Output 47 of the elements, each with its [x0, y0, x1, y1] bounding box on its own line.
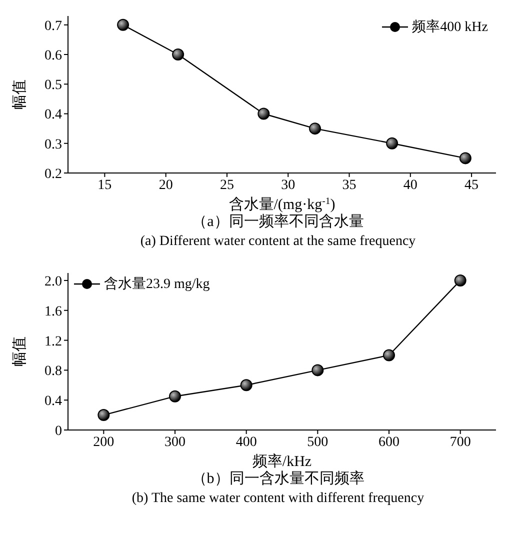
- x-tick-label: 600: [378, 434, 400, 450]
- point: [98, 409, 110, 422]
- x-tick-label: 20: [158, 178, 173, 193]
- point: [459, 152, 472, 164]
- point: [312, 364, 324, 376]
- x-tick-label: 30: [281, 178, 296, 193]
- point: [240, 379, 252, 392]
- point: [117, 18, 130, 31]
- x-axis-title: 含水量/(mg·kg$^{-1}$): [228, 196, 336, 213]
- y-tick-label: 0.2: [44, 166, 62, 182]
- point: [258, 108, 270, 120]
- x-tick-label: 300: [164, 434, 186, 450]
- x-tick-label: 200: [93, 434, 114, 450]
- x-tick-label: 40: [403, 178, 418, 193]
- point: [454, 274, 466, 286]
- point: [386, 137, 398, 150]
- legend-label: 频率400 kHz: [412, 18, 488, 36]
- text: （a）同一频率不同含水量: [191, 213, 365, 232]
- y-tick-label: 0: [55, 424, 62, 439]
- legend-label: 含水量23.9 mg/kg: [104, 276, 210, 293]
- y-tick-label: 0.3: [44, 137, 62, 152]
- point: [383, 349, 395, 362]
- y-tick-label: 0.4: [44, 394, 62, 410]
- y-tick-label: 0.8: [44, 364, 62, 380]
- x-tick-label: 400: [236, 434, 257, 450]
- point: [172, 48, 184, 61]
- x-axis-title: 频率/kHz: [252, 453, 312, 470]
- x-tick-label: 35: [342, 178, 356, 193]
- x-tick-label: 700: [450, 434, 471, 450]
- text: （b）同一含水量不同频率: [190, 470, 366, 489]
- y-tick-label: 0.4: [44, 108, 62, 123]
- y-tick-label: 2.0: [44, 274, 62, 290]
- y-tick-label: 1.6: [44, 304, 62, 320]
- y-tick-label: 1.2: [44, 334, 62, 350]
- x-tick-label: 15: [98, 178, 112, 193]
- point: [169, 390, 181, 402]
- text: (a) Different water content at the same frequency: [139, 233, 417, 251]
- y-tick-label: 0.5: [44, 78, 62, 94]
- text: (b) The same water content with different frequency: [130, 490, 426, 508]
- x-tick-label: 500: [307, 434, 328, 450]
- point: [309, 122, 322, 135]
- x-tick-label: 25: [220, 178, 234, 193]
- y-tick-label: 0.6: [44, 48, 62, 64]
- y-axis-title: 幅值: [11, 336, 28, 366]
- y-axis-title: 幅值: [11, 80, 28, 110]
- y-tick-label: 0.7: [44, 18, 62, 34]
- x-tick-label: 45: [464, 178, 479, 193]
